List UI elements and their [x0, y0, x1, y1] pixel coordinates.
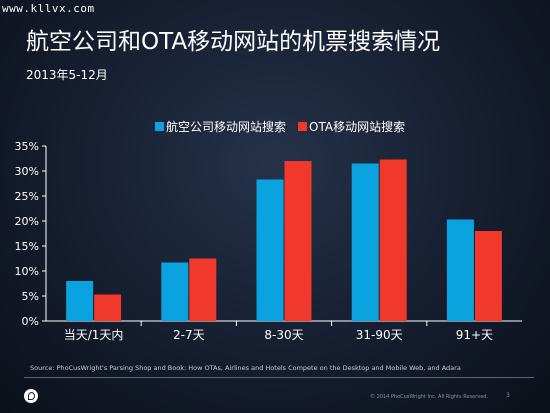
logo-icon — [24, 389, 38, 403]
y-tick-label: 30% — [15, 165, 39, 178]
page-number: 3 — [506, 392, 510, 399]
x-tick-label: 2-7天 — [173, 328, 205, 342]
x-tick-label: 91+天 — [456, 328, 493, 342]
bar-series2 — [474, 231, 502, 321]
watermark-text: www.kllvx.com — [2, 2, 95, 15]
bar-series1 — [446, 219, 474, 321]
page-title: 航空公司和OTA移动网站的机票搜索情况 — [26, 29, 441, 55]
bar-series2 — [284, 161, 312, 321]
x-tick-label: 31-90天 — [356, 328, 403, 342]
source-note: Source: PhoCusWright's Parsing Shop and … — [30, 364, 461, 372]
bar-series1 — [351, 163, 379, 321]
legend-item-series1: 航空公司移动网站搜索 — [155, 118, 286, 135]
y-tick-label: 10% — [15, 265, 39, 278]
copyright-text: © 2014 PhoCusWright Inc. All Rights Rese… — [370, 394, 489, 400]
legend-label-series1: 航空公司移动网站搜索 — [166, 120, 287, 134]
bar-series2 — [94, 294, 122, 321]
legend-swatch-series1 — [155, 122, 164, 131]
bar-series1 — [66, 281, 94, 321]
legend-label-series2: OTA移动网站搜索 — [309, 120, 406, 134]
bar-series1 — [256, 179, 284, 321]
bar-series1 — [161, 262, 189, 321]
legend-item-series2: OTA移动网站搜索 — [298, 118, 405, 135]
y-tick-label: 15% — [15, 240, 39, 253]
bar-series2 — [379, 159, 407, 321]
x-tick-label: 8-30天 — [264, 328, 303, 342]
y-tick-label: 20% — [15, 215, 39, 228]
y-tick-label: 35% — [15, 140, 39, 153]
bar-series2 — [189, 258, 217, 321]
x-tick-label: 当天/1天内 — [64, 328, 124, 342]
y-tick-label: 0% — [22, 315, 39, 328]
footer-divider — [24, 377, 534, 378]
legend-swatch-series2 — [298, 122, 308, 131]
page-subtitle: 2013年5-12月 — [26, 68, 108, 82]
y-tick-label: 25% — [15, 190, 39, 203]
chart-legend: 航空公司移动网站搜索 OTA移动网站搜索 — [155, 118, 411, 135]
y-tick-label: 5% — [22, 290, 39, 303]
